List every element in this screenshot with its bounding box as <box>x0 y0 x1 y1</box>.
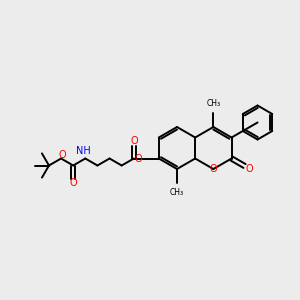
Text: O: O <box>69 178 77 188</box>
Text: O: O <box>134 154 142 164</box>
Text: NH: NH <box>76 146 91 155</box>
Text: CH₃: CH₃ <box>170 188 184 197</box>
Text: O: O <box>130 136 138 146</box>
Text: O: O <box>245 164 253 173</box>
Text: CH₃: CH₃ <box>206 99 220 108</box>
Text: O: O <box>210 164 217 174</box>
Text: O: O <box>58 149 66 160</box>
